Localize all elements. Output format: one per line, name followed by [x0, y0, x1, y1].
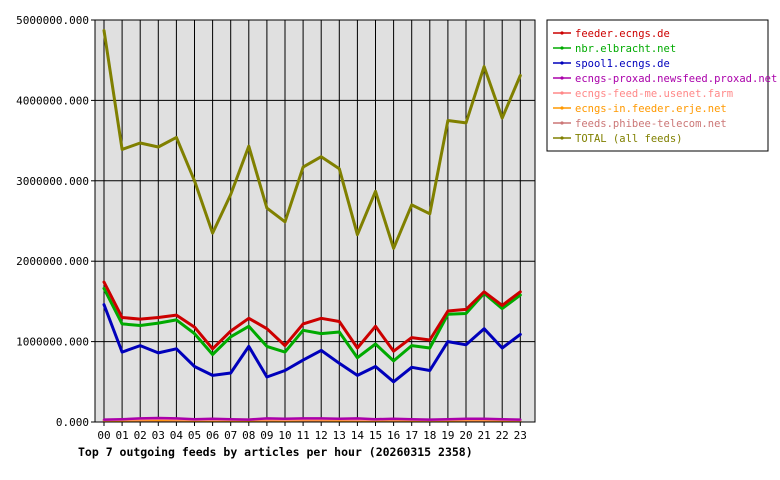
x-tick-label: 05 [188, 429, 201, 442]
legend-marker [560, 106, 564, 110]
x-tick-label: 23 [514, 429, 527, 442]
series-line [102, 303, 522, 384]
y-tick-label: 1000000.000 [16, 336, 89, 349]
x-tick-label: 20 [459, 429, 472, 442]
x-tick-label: 17 [405, 429, 418, 442]
legend: feeder.ecngs.de nbr.elbracht.net spool1.ec… [546, 19, 777, 152]
x-tick-label: 08 [242, 429, 255, 442]
x-tick-label: 02 [134, 429, 147, 442]
y-tick-label: 2000000.000 [16, 255, 89, 268]
x-tick-label: 11 [296, 429, 309, 442]
legend-label: ecngs-in.feeder.erje.net [575, 103, 727, 115]
x-tick-label: 21 [477, 429, 490, 442]
x-tick-label: 09 [260, 429, 273, 442]
x-tick-label: 14 [351, 429, 365, 442]
legend-label: spool1.ecngs.de [575, 58, 670, 70]
legend-marker [560, 61, 564, 65]
y-tick-label: 4000000.000 [16, 94, 89, 107]
series-line [102, 416, 522, 421]
legend-marker [560, 121, 564, 125]
series-line [102, 29, 522, 250]
x-tick-label: 12 [315, 429, 328, 442]
x-tick-label: 00 [97, 429, 110, 442]
legend-box [546, 19, 769, 152]
legend-label: ecngs-proxad.newsfeed.proxad.net [575, 73, 777, 85]
series-line [102, 280, 522, 353]
legend-label: ecngs-feed-me.usenet.farm [575, 88, 733, 100]
x-tick-label: 16 [387, 429, 400, 442]
x-tick-label: 03 [152, 429, 165, 442]
legend-label: feeder.ecngs.de [575, 28, 670, 40]
legend-marker [560, 136, 564, 140]
legend-marker [560, 46, 564, 50]
legend-marker [560, 31, 564, 35]
plot-background [95, 20, 535, 422]
series-line [102, 287, 522, 363]
x-tick-label: 04 [170, 429, 184, 442]
plot-frame [94, 19, 536, 423]
legend-marker [560, 91, 564, 95]
y-tick-label: 5000000.000 [16, 14, 89, 27]
series-group [102, 29, 522, 423]
legend-marker [560, 76, 564, 80]
legend-label: TOTAL (all feeds) [575, 133, 682, 145]
x-tick-label: 10 [278, 429, 291, 442]
x-tick-label: 13 [333, 429, 346, 442]
chart-title: Top 7 outgoing feeds by articles per hou… [78, 445, 473, 459]
x-axis: 00 01 02 03 04 05 06 07 08 09 10 11 12 13 14 15 16 17 18 19… [97, 422, 527, 442]
x-tick-label: 07 [224, 429, 237, 442]
legend-label: nbr.elbracht.net [575, 43, 676, 55]
x-tick-label: 15 [369, 429, 382, 442]
y-axis: 0.000 1000000.000 2000000.000 3000000.000 40… [16, 14, 95, 429]
legend-label: feeds.phibee-telecom.net [575, 118, 727, 130]
x-tick-label: 19 [441, 429, 454, 442]
x-tick-label: 01 [115, 429, 128, 442]
y-tick-label: 0.000 [56, 416, 89, 429]
x-tick-label: 06 [206, 429, 219, 442]
x-tick-label: 18 [423, 429, 436, 442]
y-tick-label: 3000000.000 [16, 175, 89, 188]
x-tick-label: 22 [496, 429, 509, 442]
